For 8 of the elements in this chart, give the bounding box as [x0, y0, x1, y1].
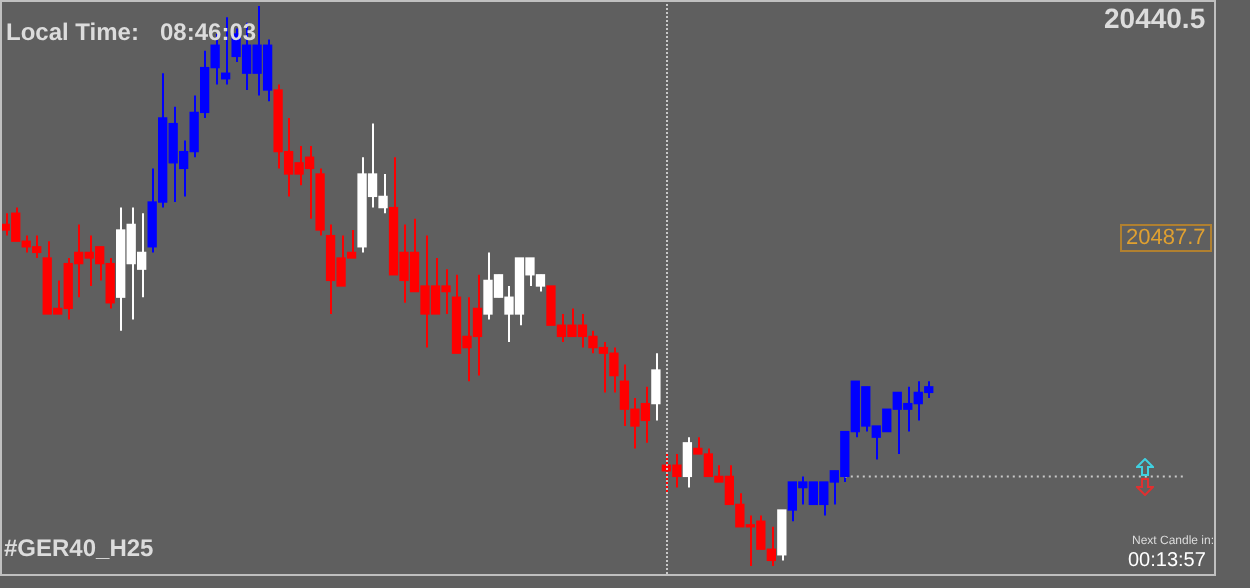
text: 20440.5 [1104, 2, 1206, 35]
candlestick [651, 352, 661, 422]
text: 20487.7 [1120, 224, 1212, 253]
annotation: Local Time: [6, 18, 139, 47]
text: 00:13:57 [1128, 550, 1206, 572]
candlestick [682, 436, 693, 489]
annotation: #GER40_H25 [4, 534, 154, 563]
candlestick [777, 509, 787, 562]
